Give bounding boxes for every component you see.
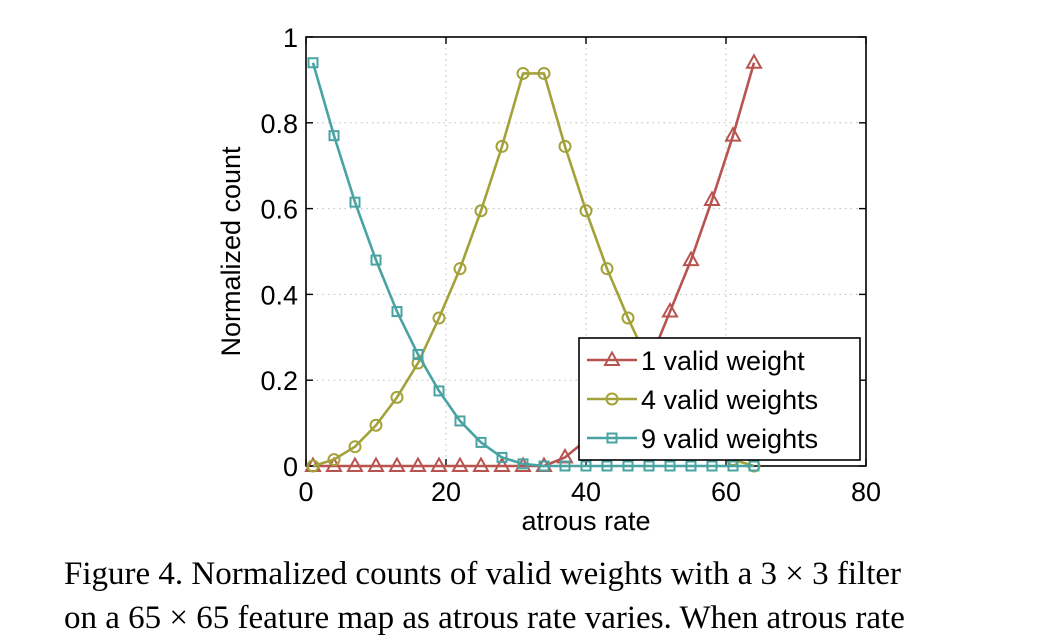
x-tick-label: 0 [298, 477, 313, 507]
data-point [307, 57, 319, 69]
line-chart: 0 20 40 60 80 0 0.2 0.4 0.6 0.8 1 atrous rate Norm… [216, 23, 881, 536]
legend-item-2: 4 valid weights [587, 385, 818, 415]
legend-items: 1 valid weight 4 valid weights 9 valid wei… [587, 346, 818, 454]
y-tick-label: 0.6 [260, 195, 298, 225]
data-point [495, 139, 509, 153]
data-point [451, 456, 469, 472]
data-point [703, 190, 721, 207]
y-tick-label: 0.2 [260, 366, 298, 396]
y-axis-label: Normalized count [216, 146, 246, 357]
data-point [474, 204, 488, 218]
data-point [388, 456, 406, 472]
data-point [724, 126, 742, 142]
data-point [493, 456, 511, 472]
y-tick-label: 0.8 [260, 109, 298, 139]
legend-item-3: 9 valid weights [587, 424, 818, 454]
y-tick-label: 0.4 [260, 280, 298, 310]
data-point [745, 53, 763, 69]
data-point [706, 460, 718, 472]
axis-ticks: 0 20 40 60 80 0 0.2 0.4 0.6 0.8 1 [260, 23, 881, 507]
data-point [454, 415, 466, 427]
data-point [306, 459, 320, 473]
data-point [409, 456, 427, 472]
legend-label: 9 valid weights [641, 424, 818, 454]
data-point [600, 262, 614, 276]
data-point [643, 460, 655, 472]
data-point [559, 460, 571, 472]
data-point [558, 139, 572, 153]
legend-item-1: 1 valid weight [587, 346, 805, 376]
data-point [664, 460, 676, 472]
data-point [432, 311, 446, 325]
series-line [311, 62, 754, 468]
data-point [346, 456, 364, 472]
data-point [412, 348, 424, 360]
data-point [727, 460, 739, 472]
legend-label: 4 valid weights [641, 385, 818, 415]
data-point [349, 196, 361, 208]
legend-swatch-marker [603, 350, 621, 366]
data-point [538, 460, 550, 472]
x-axis-label: atrous rate [521, 506, 650, 536]
data-point [537, 66, 551, 80]
data-point [453, 262, 467, 276]
data-point [517, 458, 529, 470]
data-point [475, 436, 487, 448]
data-point [369, 418, 383, 432]
data-point [348, 440, 362, 454]
data-point [622, 460, 634, 472]
data-point [682, 250, 700, 267]
data-point [685, 460, 697, 472]
x-tick-label: 60 [711, 477, 741, 507]
data-point [367, 456, 385, 472]
caption-line-1: Figure 4. Normalized counts of valid wei… [64, 556, 902, 592]
x-tick-label: 80 [851, 477, 881, 507]
data-point [433, 385, 445, 397]
data-point [621, 311, 635, 325]
data-point [391, 306, 403, 318]
caption-line-2: on a 65 × 65 feature map as atrous rate … [64, 600, 905, 636]
x-tick-label: 40 [571, 477, 601, 507]
y-tick-label: 0 [283, 452, 298, 482]
data-point [579, 204, 593, 218]
y-tick-label: 1 [283, 23, 298, 53]
data-point [516, 66, 530, 80]
data-point [580, 460, 592, 472]
data-point [661, 302, 679, 318]
data-point [496, 451, 508, 463]
series-3 [307, 57, 760, 472]
legend: 1 valid weight 4 valid weights 9 valid wei… [578, 337, 861, 461]
legend-swatch-marker [605, 392, 619, 406]
data-point [472, 456, 490, 472]
legend-label: 1 valid weight [641, 346, 805, 376]
x-tick-label: 20 [431, 477, 461, 507]
data-point [748, 460, 760, 472]
data-point [327, 453, 341, 467]
data-point [601, 460, 613, 472]
data-point [370, 254, 382, 266]
legend-swatch-marker [606, 432, 618, 444]
figure-caption: Figure 4. Normalized counts of valid wei… [64, 552, 1054, 640]
data-point [328, 130, 340, 142]
data-point [430, 456, 448, 472]
data-point [390, 390, 404, 404]
